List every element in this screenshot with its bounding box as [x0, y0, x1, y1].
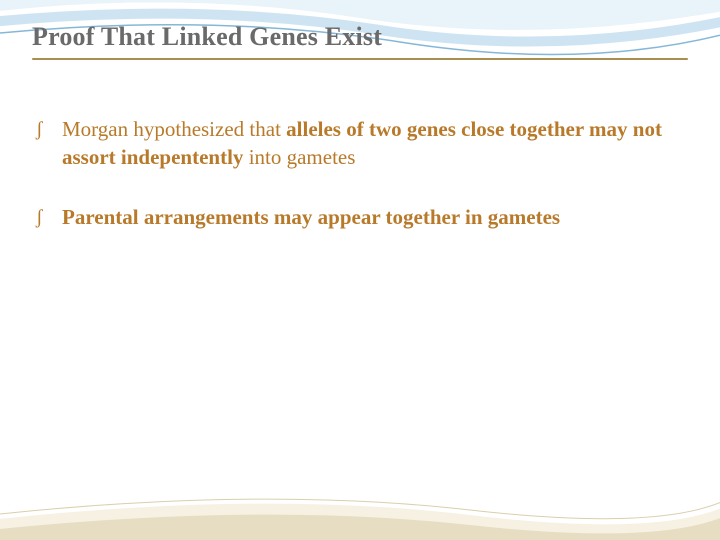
- slide-title: Proof That Linked Genes Exist: [32, 22, 688, 52]
- bullet-glyph-icon: ʃ: [36, 116, 62, 142]
- title-underline: [32, 58, 688, 60]
- slide: Proof That Linked Genes Exist ʃMorgan hy…: [0, 0, 720, 540]
- bullet-item: ʃMorgan hypothesized that alleles of two…: [36, 115, 688, 172]
- bullet-text: Parental arrangements may appear togethe…: [62, 203, 688, 231]
- bullet-text: Morgan hypothesized that alleles of two …: [62, 115, 688, 172]
- bullet-item: ʃParental arrangements may appear togeth…: [36, 203, 688, 231]
- bullet-glyph-icon: ʃ: [36, 204, 62, 230]
- bullet-list: ʃMorgan hypothesized that alleles of two…: [32, 115, 688, 232]
